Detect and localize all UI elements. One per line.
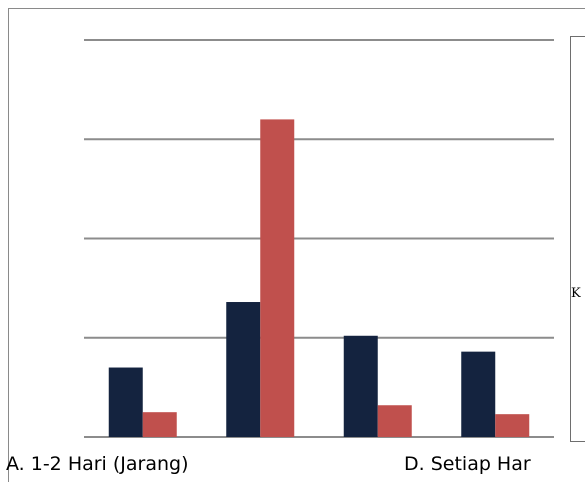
category-label-d: D. Setiap Har bbox=[404, 453, 531, 475]
bars bbox=[108, 119, 530, 438]
bar-series1-cat1 bbox=[108, 367, 143, 437]
bar-series2-cat3 bbox=[377, 405, 412, 437]
bar-series2-cat2 bbox=[260, 119, 295, 438]
legend-label: K bbox=[571, 286, 581, 301]
bar-series1-cat3 bbox=[343, 335, 378, 437]
bar-series1-cat2 bbox=[226, 302, 261, 437]
category-label-a: A. 1-2 Hari (Jarang) bbox=[6, 453, 189, 475]
bar-series2-cat4 bbox=[495, 414, 530, 437]
bar-series2-cat1 bbox=[142, 412, 177, 437]
bar-series1-cat4 bbox=[461, 351, 496, 437]
legend bbox=[570, 36, 585, 442]
